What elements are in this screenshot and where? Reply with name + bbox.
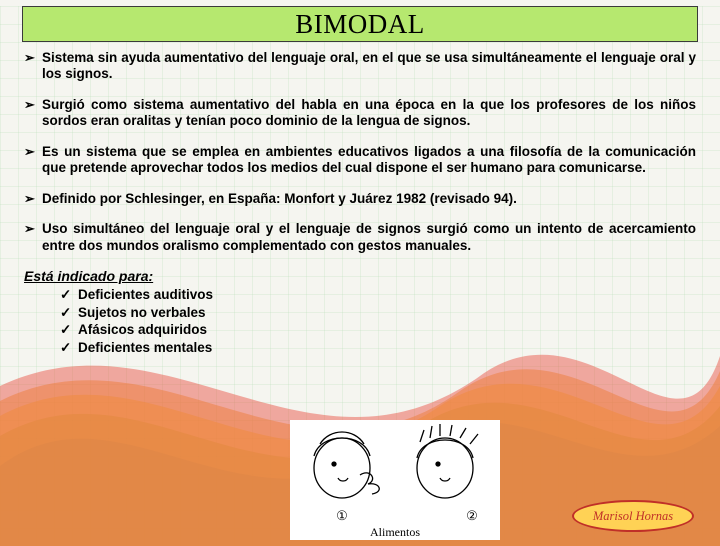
bullet-item: ➢ Definido por Schlesinger, en España: M… — [24, 191, 696, 207]
bullet-text: Es un sistema que se emplea en ambientes… — [42, 144, 696, 177]
heads-illustration: ① ② Alimentos — [290, 420, 500, 540]
check-icon: ✓ — [60, 286, 78, 304]
check-item: ✓ Afásicos adquiridos — [60, 321, 696, 339]
title-bar: BIMODAL — [22, 6, 698, 42]
bullet-item: ➢ Sistema sin ayuda aumentativo del leng… — [24, 50, 696, 83]
illustration-label-1: ① — [336, 508, 348, 523]
illustration-label-2: ② — [466, 508, 478, 523]
bullet-item: ➢ Surgió como sistema aumentativo del ha… — [24, 97, 696, 130]
arrow-bullet-icon: ➢ — [24, 191, 42, 207]
check-item: ✓ Deficientes auditivos — [60, 286, 696, 304]
check-text: Afásicos adquiridos — [78, 321, 207, 339]
content-area: ➢ Sistema sin ayuda aumentativo del leng… — [0, 50, 720, 356]
bullet-text: Uso simultáneo del lenguaje oral y el le… — [42, 221, 696, 254]
check-item: ✓ Deficientes mentales — [60, 339, 696, 357]
bullet-text: Surgió como sistema aumentativo del habl… — [42, 97, 696, 130]
check-text: Deficientes auditivos — [78, 286, 213, 304]
indicated-heading: Está indicado para: — [24, 268, 696, 284]
check-icon: ✓ — [60, 339, 78, 357]
check-text: Deficientes mentales — [78, 339, 212, 357]
bullet-item: ➢ Uso simultáneo del lenguaje oral y el … — [24, 221, 696, 254]
arrow-bullet-icon: ➢ — [24, 144, 42, 177]
bullet-text: Definido por Schlesinger, en España: Mon… — [42, 191, 696, 207]
bullet-text: Sistema sin ayuda aumentativo del lengua… — [42, 50, 696, 83]
arrow-bullet-icon: ➢ — [24, 97, 42, 130]
check-list: ✓ Deficientes auditivos ✓ Sujetos no ver… — [60, 286, 696, 356]
check-icon: ✓ — [60, 321, 78, 339]
check-text: Sujetos no verbales — [78, 304, 206, 322]
author-name: Marisol Hornas — [593, 509, 673, 524]
check-icon: ✓ — [60, 304, 78, 322]
arrow-bullet-icon: ➢ — [24, 50, 42, 83]
check-item: ✓ Sujetos no verbales — [60, 304, 696, 322]
author-badge: Marisol Hornas — [572, 500, 694, 532]
arrow-bullet-icon: ➢ — [24, 221, 42, 254]
bullet-item: ➢ Es un sistema que se emplea en ambient… — [24, 144, 696, 177]
slide-title: BIMODAL — [295, 9, 425, 40]
illustration-caption: Alimentos — [370, 525, 420, 539]
